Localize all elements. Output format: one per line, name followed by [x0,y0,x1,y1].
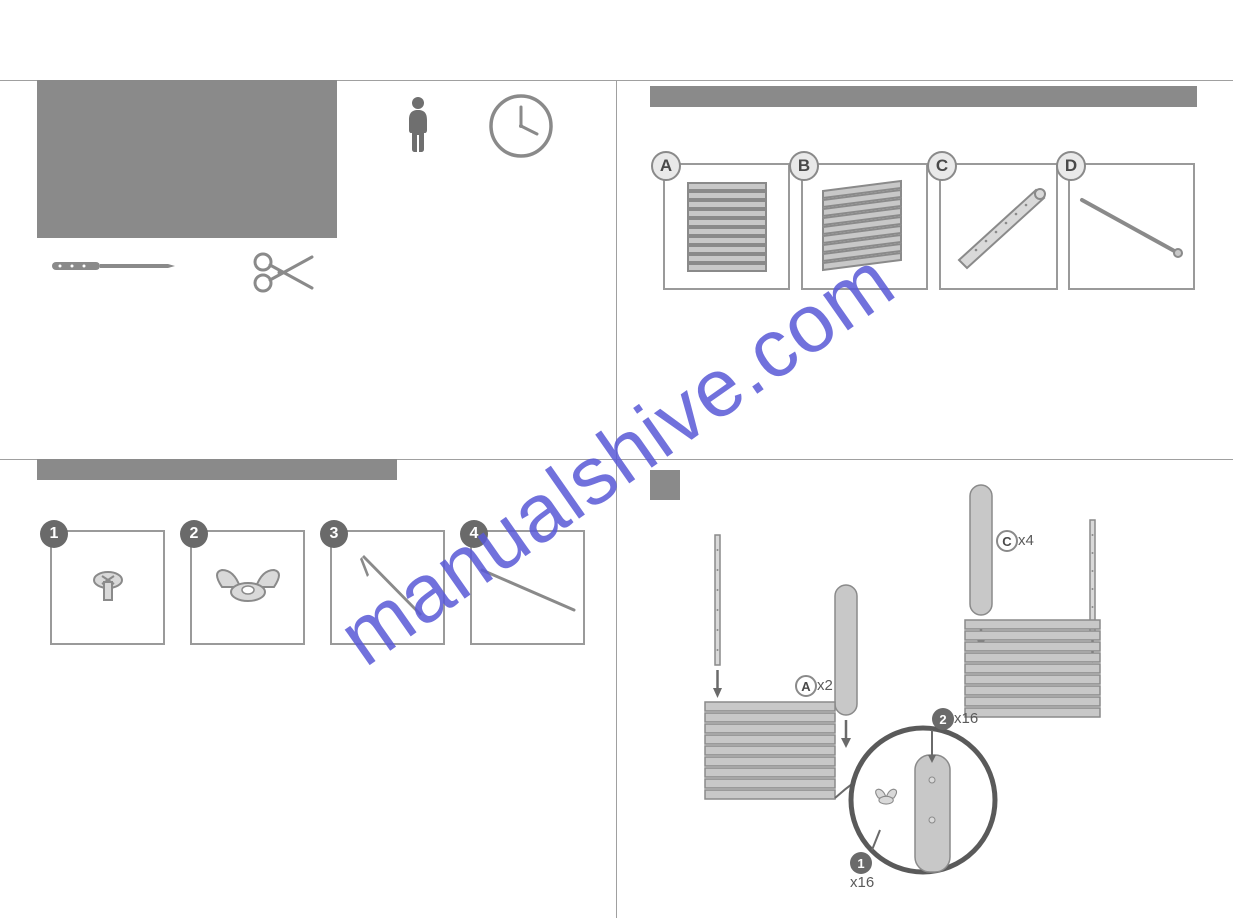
step-number-box [650,470,680,500]
part-box-d: D [1068,163,1195,290]
clock-icon [487,92,555,165]
mini-badge-a: A [795,675,817,697]
parts-heading-bar [650,86,1197,107]
part-badge-b: B [789,151,819,181]
panel-perspective-icon [803,165,926,288]
person-icon [400,95,436,158]
post-wide-icon [941,165,1056,288]
allen-key-icon [332,532,443,643]
part-box-c: C [939,163,1058,290]
panel-front-icon [665,165,788,288]
hardware-box-2: 2 [190,530,305,645]
screwdriver-icon [50,255,180,282]
qty-a: x2 [817,677,833,694]
hardware-box-4: 4 [470,530,585,645]
qty-c: x4 [1018,532,1034,549]
scissors-icon [250,250,318,300]
mini-badge-1: 1 [850,852,872,874]
info-block [37,80,337,238]
hardware-heading-bar [37,459,397,480]
divider-vertical [616,80,617,918]
mini-badge-2: 2 [932,708,954,730]
label-2-x16: 2x16 [932,708,978,730]
hardware-badge-2: 2 [180,520,208,548]
long-rod-icon [472,532,583,643]
wingnut-icon [192,532,303,643]
mini-badge-c: C [996,530,1018,552]
bolt-icon [52,532,163,643]
qty-2: x16 [954,710,978,727]
hardware-badge-1: 1 [40,520,68,548]
hardware-box-3: 3 [330,530,445,645]
hardware-box-1: 1 [50,530,165,645]
hardware-badge-3: 3 [320,520,348,548]
label-c-x4: Cx4 [996,530,1034,552]
label-a-x2: Ax2 [795,675,833,697]
part-box-a: A [663,163,790,290]
qty-1: x16 [850,874,874,891]
part-badge-d: D [1056,151,1086,181]
part-badge-c: C [927,151,957,181]
assembly-diagram: Ax2 Cx4 2x16 1x16 [680,480,1180,900]
hardware-badge-4: 4 [460,520,488,548]
label-1-x16: 1x16 [850,852,874,891]
part-box-b: B [801,163,928,290]
rod-thin-icon [1070,165,1193,288]
part-badge-a: A [651,151,681,181]
